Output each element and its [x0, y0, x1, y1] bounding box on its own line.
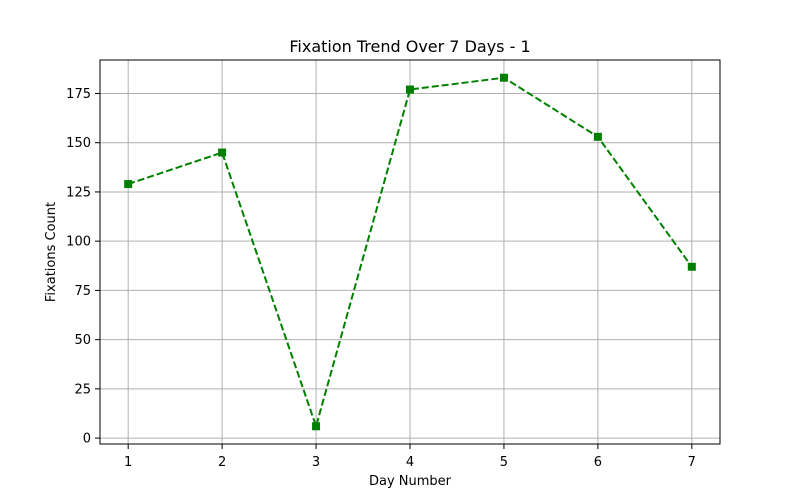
y-tick-label: 125 — [66, 185, 91, 200]
y-tick-label: 175 — [66, 87, 91, 102]
y-axis-label: Fixations Count — [44, 202, 59, 302]
data-point-marker — [124, 180, 133, 189]
x-tick-label: 1 — [124, 455, 132, 470]
x-tick-label: 3 — [312, 455, 320, 470]
data-point-marker — [593, 132, 602, 141]
x-tick-label: 5 — [500, 455, 508, 470]
data-point-marker — [312, 422, 321, 431]
x-tick-label: 2 — [218, 455, 226, 470]
x-tick-label: 4 — [406, 455, 414, 470]
series-layer — [124, 73, 696, 431]
data-point-marker — [687, 262, 696, 271]
y-tick-label: 75 — [74, 284, 91, 299]
y-tick-label: 25 — [74, 382, 91, 397]
data-point-marker — [218, 148, 227, 157]
x-axis-label: Day Number — [369, 474, 452, 489]
y-tick-label: 0 — [83, 432, 91, 447]
y-axis: 0 25 50 75 100 125 150 175 — [66, 87, 100, 447]
y-tick-label: 50 — [74, 333, 91, 348]
x-tick-label: 7 — [688, 455, 696, 470]
chart-title: Fixation Trend Over 7 Days - 1 — [289, 37, 530, 56]
x-axis: 1 2 3 4 5 6 7 — [124, 444, 696, 470]
x-tick-label: 6 — [594, 455, 602, 470]
y-tick-label: 100 — [66, 235, 91, 250]
data-point-marker — [499, 73, 508, 82]
data-point-marker — [406, 85, 414, 94]
y-tick-label: 150 — [66, 136, 91, 151]
